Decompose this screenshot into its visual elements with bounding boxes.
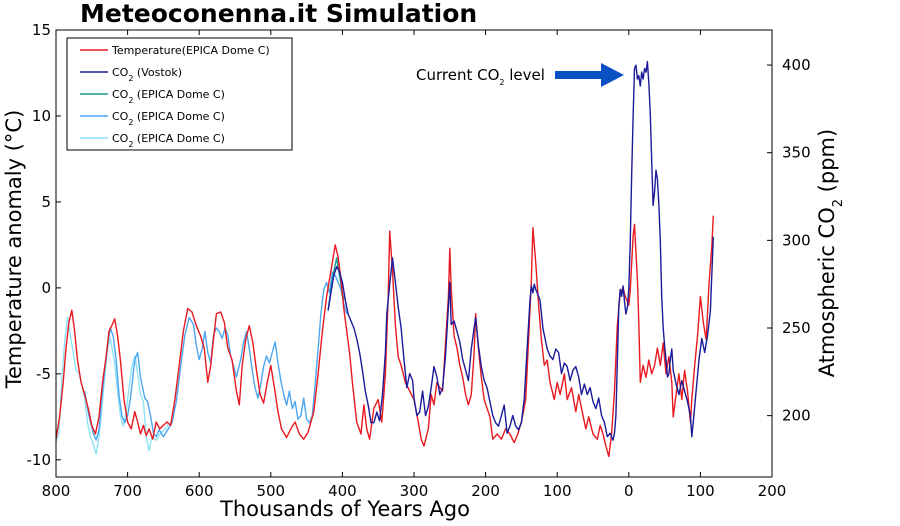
y-left-tick-label: -10 bbox=[27, 451, 52, 469]
x-tick-label: 600 bbox=[185, 482, 214, 500]
annotation-text-suffix: level bbox=[504, 66, 544, 84]
x-tick-label: 800 bbox=[42, 482, 71, 500]
chart-title: Meteoconenna.it Simulation bbox=[80, 0, 477, 28]
y-axis-right-label: Atmospheric CO2 (ppm) bbox=[815, 129, 846, 377]
series-layer bbox=[55, 60, 714, 458]
legend: Temperature(EPICA Dome C) CO2 (Vostok) CO2… bbox=[66, 37, 293, 151]
annotation-text-sub: 2 bbox=[499, 78, 504, 87]
ticks-layer: 800 700 600 500 400 300 200 100 0 100 200 15 10 5 0 -5 -… bbox=[27, 21, 811, 500]
y-right-tick-label: 300 bbox=[782, 231, 811, 249]
x-tick-label: 300 bbox=[400, 482, 429, 500]
y-axis-right-label-sub: 2 bbox=[831, 199, 846, 207]
x-axis-label: Thousands of Years Ago bbox=[219, 497, 470, 521]
y-left-tick-label: 5 bbox=[41, 193, 51, 211]
x-tick-label: 700 bbox=[113, 482, 142, 500]
series-line-1 bbox=[327, 60, 714, 441]
y-left-tick-label: 10 bbox=[32, 107, 51, 125]
annotation-text-main: Current CO bbox=[416, 66, 499, 84]
y-right-tick-label: 350 bbox=[782, 144, 811, 162]
annotation-arrow bbox=[555, 63, 624, 87]
x-tick-label: 100 bbox=[543, 482, 572, 500]
series-line-4 bbox=[55, 316, 170, 455]
legend-entry: CO2 (EPICA Dome C) bbox=[112, 110, 225, 127]
y-right-tick-label: 250 bbox=[782, 319, 811, 337]
y-axis-left-label: Temperature anomaly (°C) bbox=[2, 110, 26, 390]
legend-entry: CO2 (EPICA Dome C) bbox=[112, 132, 225, 149]
y-right-tick-label: 200 bbox=[782, 407, 811, 425]
y-right-tick-label: 400 bbox=[782, 56, 811, 74]
x-tick-label: 400 bbox=[328, 482, 357, 500]
series-line-3 bbox=[83, 271, 348, 441]
series-line-0 bbox=[55, 215, 714, 458]
x-tick-label: 0 bbox=[624, 482, 634, 500]
y-left-tick-label: 0 bbox=[41, 279, 51, 297]
y-axis-right-label-main: Atmospheric CO bbox=[815, 207, 839, 377]
annotation-text: Current CO2 level bbox=[416, 66, 545, 87]
x-tick-label: 200 bbox=[758, 482, 787, 500]
legend-entry: CO2 (Vostok) bbox=[112, 66, 182, 83]
x-tick-label: 200 bbox=[471, 482, 500, 500]
y-left-tick-label: 15 bbox=[32, 21, 51, 39]
x-tick-label: 500 bbox=[256, 482, 285, 500]
x-tick-label: 100 bbox=[686, 482, 715, 500]
y-left-tick-label: -5 bbox=[36, 365, 51, 383]
legend-entry: Temperature(EPICA Dome C) bbox=[111, 44, 270, 57]
annotation-current-co2: Current CO2 level bbox=[416, 63, 624, 87]
legend-entry: CO2 (EPICA Dome C) bbox=[112, 88, 225, 105]
y-axis-right-label-suffix: (ppm) bbox=[815, 129, 839, 199]
